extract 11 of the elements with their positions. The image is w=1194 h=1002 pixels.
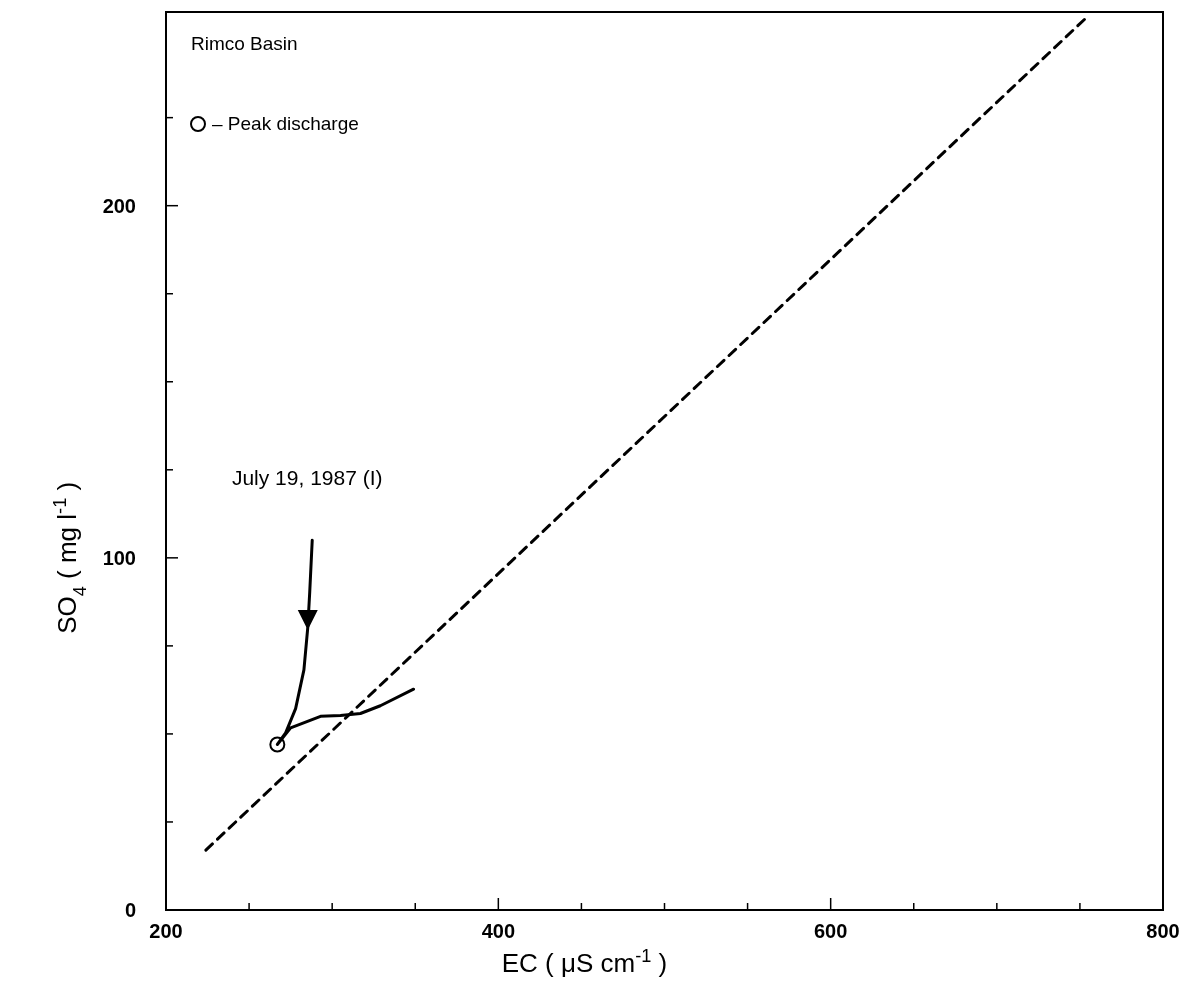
y-tick-label: 200 [102, 194, 136, 217]
x-tick-label: 200 [149, 920, 183, 942]
x-tick-label: 600 [813, 920, 848, 942]
annotation: Rimco Basin [191, 33, 298, 54]
annotation: July 19, 1987 (I) [231, 466, 383, 490]
x-tick-label: 400 [481, 920, 516, 942]
legend-label: – Peak discharge [212, 113, 359, 134]
y-tick-label: 100 [102, 546, 136, 569]
y-tick-label: 0 [124, 899, 136, 921]
x-axis-title: EC ( μS cm$^{-1}$ ) [501, 946, 668, 978]
x-tick-label: 800 [1146, 920, 1180, 942]
